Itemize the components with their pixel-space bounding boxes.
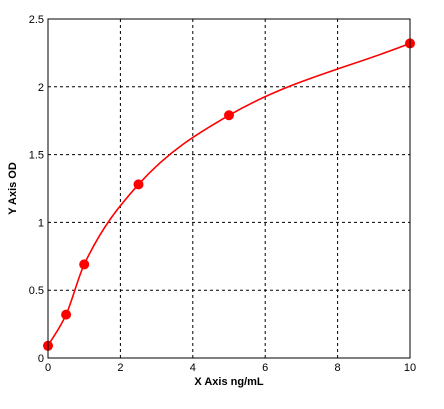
data-point: [133, 179, 144, 190]
y-tick-label: 0: [38, 353, 44, 365]
y-axis-label: Y Axis OD: [7, 162, 19, 215]
y-tick-label: 0.5: [29, 285, 44, 297]
fit-curve-layer: [47, 42, 411, 347]
x-tick-label: 6: [262, 362, 268, 374]
x-tick-labels: 0 2 4 6 8 10: [45, 362, 416, 374]
x-tick-label: 10: [404, 362, 416, 374]
x-tick-label: 0: [45, 362, 51, 374]
y-tick-label: 1.5: [29, 150, 44, 162]
fit-curve: [47, 42, 411, 347]
plot-frame: [47, 18, 411, 359]
y-tick-label: 1: [38, 217, 44, 229]
y-tick-label: 2: [38, 82, 44, 94]
data-points: [43, 38, 415, 351]
grid-lines: [48, 19, 410, 358]
x-axis-label: X Axis ng/mL: [194, 376, 264, 388]
data-point: [61, 309, 72, 320]
y-tick-label: 2.5: [29, 14, 44, 26]
data-point: [224, 110, 234, 121]
x-tick-label: 2: [117, 362, 123, 374]
x-tick-label: 4: [190, 362, 196, 374]
y-tick-labels: 0 0.5 1 1.5 2 2.5: [29, 14, 44, 365]
x-tick-label: 8: [335, 362, 341, 374]
data-point: [79, 259, 90, 270]
